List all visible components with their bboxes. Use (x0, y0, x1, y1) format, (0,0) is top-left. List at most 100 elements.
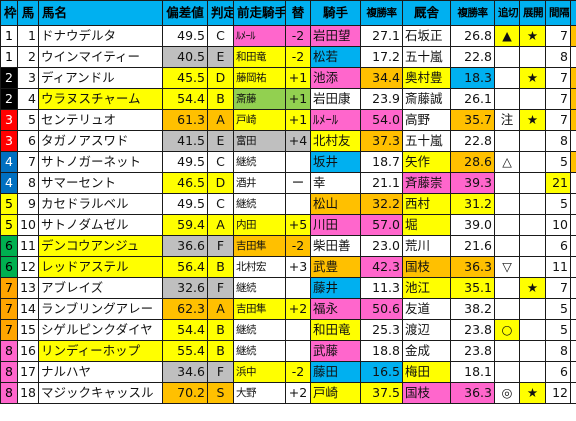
stable-rate-cell: 35.1 (450, 277, 495, 299)
horse-name-cell: タガノアスワド (38, 130, 163, 152)
oikiri-cell (494, 214, 520, 236)
horse-name-cell: サトノダムゼル (38, 214, 163, 236)
interval-cell: 8 (545, 46, 571, 68)
oikiri-cell: 注 (494, 109, 520, 131)
header-waku[interactable]: 枠 (0, 0, 18, 26)
header-stable[interactable]: 厩舎 (402, 0, 451, 26)
header-arrow-icon[interactable]: ↑ (570, 0, 576, 26)
umaban-cell: 13 (17, 277, 39, 299)
rank-cell: 8 (570, 193, 576, 215)
hantei-cell: B (207, 340, 234, 362)
rank-cell: 14 (570, 298, 576, 320)
hensa-cell: 49.5 (162, 151, 208, 173)
hensa-cell: 61.3 (162, 109, 208, 131)
kae-cell: +2 (285, 298, 311, 320)
stable-rate-cell: 21.6 (450, 235, 495, 257)
stable-rate-cell: 18.3 (450, 67, 495, 89)
oikiri-cell (494, 172, 520, 194)
jockey-cell: 藤井 (310, 277, 361, 299)
rank-cell: 16 (570, 340, 576, 362)
rank-cell: 1 (570, 67, 576, 89)
umaban-cell: 14 (17, 298, 39, 320)
hantei-cell: E (207, 130, 234, 152)
header-hensa[interactable]: 偏差値 (162, 0, 208, 26)
oikiri-cell (494, 88, 520, 110)
kae-cell: -2 (285, 25, 311, 47)
oikiri-cell (494, 46, 520, 68)
jockey-cell: 和田竜 (310, 319, 361, 341)
header-kae[interactable]: 替 (285, 0, 311, 26)
jockey-rate-cell: 34.4 (360, 67, 403, 89)
tenkai-cell (519, 361, 546, 383)
header-hantei[interactable]: 判定 (207, 0, 234, 26)
jockey-cell: 幸 (310, 172, 361, 194)
interval-cell: 7 (545, 67, 571, 89)
header-jockey[interactable]: 騎手 (310, 0, 361, 26)
hensa-cell: 70.2 (162, 382, 208, 404)
tenkai-cell: ★ (519, 277, 546, 299)
header-row: 枠 馬 馬名 偏差値 判定 前走騎手 替 騎手 複勝率 厩舎 複勝率 追切 展開… (0, 0, 576, 26)
horse-name-cell: デンコウアンジュ (38, 235, 163, 257)
hensa-cell: 32.6 (162, 277, 208, 299)
umaban-cell: 8 (17, 172, 39, 194)
hantei-cell: A (207, 214, 234, 236)
interval-cell: 5 (545, 319, 571, 341)
header-oikiri[interactable]: 追切 (494, 0, 520, 26)
tenkai-cell: ★ (519, 382, 546, 404)
header-jockey-rate[interactable]: 複勝率 (360, 0, 403, 26)
stable-cell: 高野 (402, 109, 451, 131)
kae-cell: -2 (285, 235, 311, 257)
hensa-cell: 41.5 (162, 130, 208, 152)
stable-cell: 石坂正 (402, 25, 451, 47)
header-name[interactable]: 馬名 (38, 0, 163, 26)
jockey-cell: 戸崎 (310, 382, 361, 404)
header-tenkai[interactable]: 展開 (519, 0, 546, 26)
stable-rate-cell: 22.8 (450, 130, 495, 152)
oikiri-cell (494, 361, 520, 383)
header-interval[interactable]: 間隔 (545, 0, 571, 26)
stable-cell: 五十嵐 (402, 46, 451, 68)
header-stable-rate[interactable]: 複勝率 (450, 0, 495, 26)
jockey-rate-cell: 37.3 (360, 130, 403, 152)
prev-jockey-cell: 北村宏 (233, 256, 286, 278)
horse-name-cell: カセドラルベル (38, 193, 163, 215)
stable-rate-cell: 39.0 (450, 214, 495, 236)
prev-jockey-cell: 継続 (233, 151, 286, 173)
rank-cell: 17 (570, 361, 576, 383)
prev-jockey-cell: 斎藤 (233, 88, 286, 110)
hantei-cell: B (207, 88, 234, 110)
header-uma[interactable]: 馬 (17, 0, 39, 26)
waku-cell: 3 (0, 109, 18, 131)
hantei-cell: S (207, 382, 234, 404)
prev-jockey-cell: 大野 (233, 382, 286, 404)
stable-cell: 斎藤誠 (402, 88, 451, 110)
waku-cell: 8 (0, 361, 18, 383)
umaban-cell: 18 (17, 382, 39, 404)
jockey-rate-cell: 25.3 (360, 319, 403, 341)
jockey-rate-cell: 50.6 (360, 298, 403, 320)
oikiri-cell (494, 340, 520, 362)
stable-cell: 池江 (402, 277, 451, 299)
header-prev-jockey[interactable]: 前走騎手 (233, 0, 286, 26)
horse-name-cell: マジックキャッスル (38, 382, 163, 404)
tenkai-cell (519, 340, 546, 362)
stable-cell: 国枝 (402, 256, 451, 278)
